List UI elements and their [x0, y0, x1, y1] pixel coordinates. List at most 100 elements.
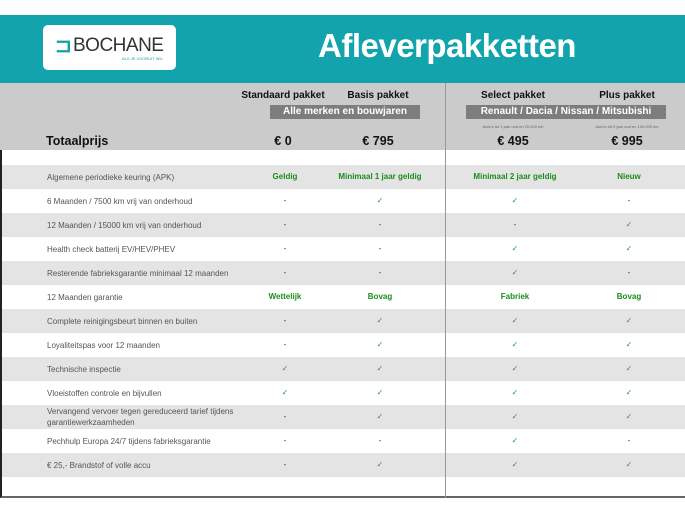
feature-label: Technische inspectie [47, 364, 121, 374]
dash-value: - [283, 268, 287, 277]
check-icon: ✓ [511, 412, 519, 421]
package-name: Select pakket [481, 90, 545, 101]
table-row: 6 Maanden / 7500 km vrij van onderhoud - ✓… [2, 189, 685, 213]
check-icon: ✓ [511, 244, 519, 253]
total-label: Totaalprijs [46, 134, 109, 148]
feature-label: Algemene periodieke keuring (APK) [47, 172, 175, 182]
table-row: 12 Maanden / 15000 km vrij van onderhoud… [2, 213, 685, 237]
feature-label: Pechhulp Europa 24/7 tijdens fabrieksgar… [47, 436, 211, 446]
dash-value: - [283, 196, 287, 205]
band-brands: Renault / Dacia / Nissan / Mitsubishi [466, 105, 666, 119]
package-price: € 0 [274, 134, 292, 148]
dash-value: - [283, 244, 287, 253]
feature-value: Geldig [272, 172, 298, 181]
feature-value: Minimaal 2 jaar geldig [473, 172, 557, 181]
check-icon: ✓ [511, 460, 519, 469]
check-icon: ✓ [625, 316, 633, 325]
package-name: Plus pakket [599, 90, 655, 101]
check-icon: ✓ [511, 364, 519, 373]
check-icon: ✓ [281, 364, 289, 373]
feature-label: Complete reinigingsbeurt binnen en buite… [47, 316, 198, 326]
page-title: Afleverpakketten [318, 27, 576, 64]
header-banner: ⊐ BOCHANE ALS JE VOORUIT WIL Afleverpakk… [0, 15, 685, 83]
check-icon: ✓ [625, 244, 633, 253]
check-icon: ✓ [511, 340, 519, 349]
table-row: 12 Maanden garantie Wettelijk Bovag Fabriek… [2, 285, 685, 309]
dash-value: - [627, 196, 631, 205]
check-icon: ✓ [625, 460, 633, 469]
check-icon: ✓ [511, 268, 519, 277]
table-row: Pechhulp Europa 24/7 tijdens fabrieksgar… [2, 429, 685, 453]
dash-value: - [378, 220, 382, 229]
package-note: Auto's tot 1 jaar oud en 20.000 km [482, 124, 544, 129]
check-icon: ✓ [281, 388, 289, 397]
check-icon: ✓ [376, 412, 384, 421]
check-icon: ✓ [376, 340, 384, 349]
table-row: € 25,- Brandstof of volle accu - ✓ ✓ ✓ [2, 453, 685, 477]
check-icon: ✓ [376, 364, 384, 373]
package-price: € 995 [611, 134, 643, 148]
feature-label: 12 Maanden / 15000 km vrij van onderhoud [47, 220, 202, 230]
feature-value: Bovag [616, 292, 642, 301]
check-icon: ✓ [511, 196, 519, 205]
dash-value: - [283, 316, 287, 325]
feature-label: € 25,- Brandstof of volle accu [47, 460, 151, 470]
check-icon: ✓ [376, 196, 384, 205]
table-row: Resterende fabrieksgarantie minimaal 12 … [2, 261, 685, 285]
feature-value: Nieuw [617, 172, 641, 181]
feature-label: 12 Maanden garantie [47, 292, 123, 302]
package-price: € 795 [362, 134, 394, 148]
logo-tagline: ALS JE VOORUIT WIL [122, 56, 163, 61]
check-icon: ✓ [625, 220, 633, 229]
dash-value: - [378, 244, 382, 253]
dash-value: - [283, 460, 287, 469]
feature-label: Vervangend vervoer tegen gereduceerd tar… [47, 407, 234, 427]
package-name: Basis pakket [347, 90, 409, 101]
check-icon: ✓ [625, 412, 633, 421]
feature-value: Fabriek [500, 292, 530, 301]
check-icon: ✓ [376, 388, 384, 397]
dash-value: - [283, 340, 287, 349]
bochane-logo: ⊐ BOCHANE ALS JE VOORUIT WIL [43, 25, 176, 70]
dash-value: - [513, 220, 517, 229]
dash-value: - [283, 412, 287, 421]
feature-value: Wettelijk [268, 292, 302, 301]
table-row: Technische inspectie ✓ ✓ ✓ ✓ [2, 357, 685, 381]
check-icon: ✓ [625, 388, 633, 397]
logo-icon: ⊐ [55, 35, 72, 57]
check-icon: ✓ [625, 364, 633, 373]
check-icon: ✓ [625, 340, 633, 349]
feature-table: Algemene periodieke keuring (APK) Geldig M… [0, 150, 685, 498]
check-icon: ✓ [511, 388, 519, 397]
table-row: Complete reinigingsbeurt binnen en buite… [2, 309, 685, 333]
check-icon: ✓ [376, 460, 384, 469]
dash-value: - [283, 220, 287, 229]
dash-value: - [283, 436, 287, 445]
feature-value: Minimaal 1 jaar geldig [338, 172, 422, 181]
dash-value: - [378, 436, 382, 445]
check-icon: ✓ [511, 316, 519, 325]
feature-label: Loyaliteitspas voor 12 maanden [47, 340, 160, 350]
dash-value: - [627, 436, 631, 445]
table-row: Algemene periodieke keuring (APK) Geldig M… [2, 165, 685, 189]
band-all-brands: Alle merken en bouwjaren [270, 105, 420, 119]
package-header: Standaard pakket Basis pakket Select pak… [0, 83, 685, 150]
logo-text: BOCHANE [73, 35, 164, 56]
dash-value: - [627, 268, 631, 277]
feature-label: Resterende fabrieksgarantie minimaal 12 … [47, 268, 229, 278]
table-row: Health check batterij EV/HEV/PHEV - - ✓ ✓ [2, 237, 685, 261]
feature-value: Bovag [367, 292, 393, 301]
dash-value: - [378, 268, 382, 277]
feature-label: 6 Maanden / 7500 km vrij van onderhoud [47, 196, 193, 206]
table-row: Vloeistoffen controle en bijvullen ✓ ✓ ✓ ✓ [2, 381, 685, 405]
table-row: Loyaliteitspas voor 12 maanden - ✓ ✓ ✓ [2, 333, 685, 357]
feature-label: Vloeistoffen controle en bijvullen [47, 388, 162, 398]
table-row: Vervangend vervoer tegen gereduceerd tar… [2, 405, 685, 429]
package-note: Auto's tot 5 jaar oud en 100.000 km [595, 124, 659, 129]
package-name: Standaard pakket [241, 90, 325, 101]
feature-label: Health check batterij EV/HEV/PHEV [47, 244, 176, 254]
column-divider [445, 83, 446, 498]
check-icon: ✓ [376, 316, 384, 325]
package-price: € 495 [497, 134, 529, 148]
check-icon: ✓ [511, 436, 519, 445]
